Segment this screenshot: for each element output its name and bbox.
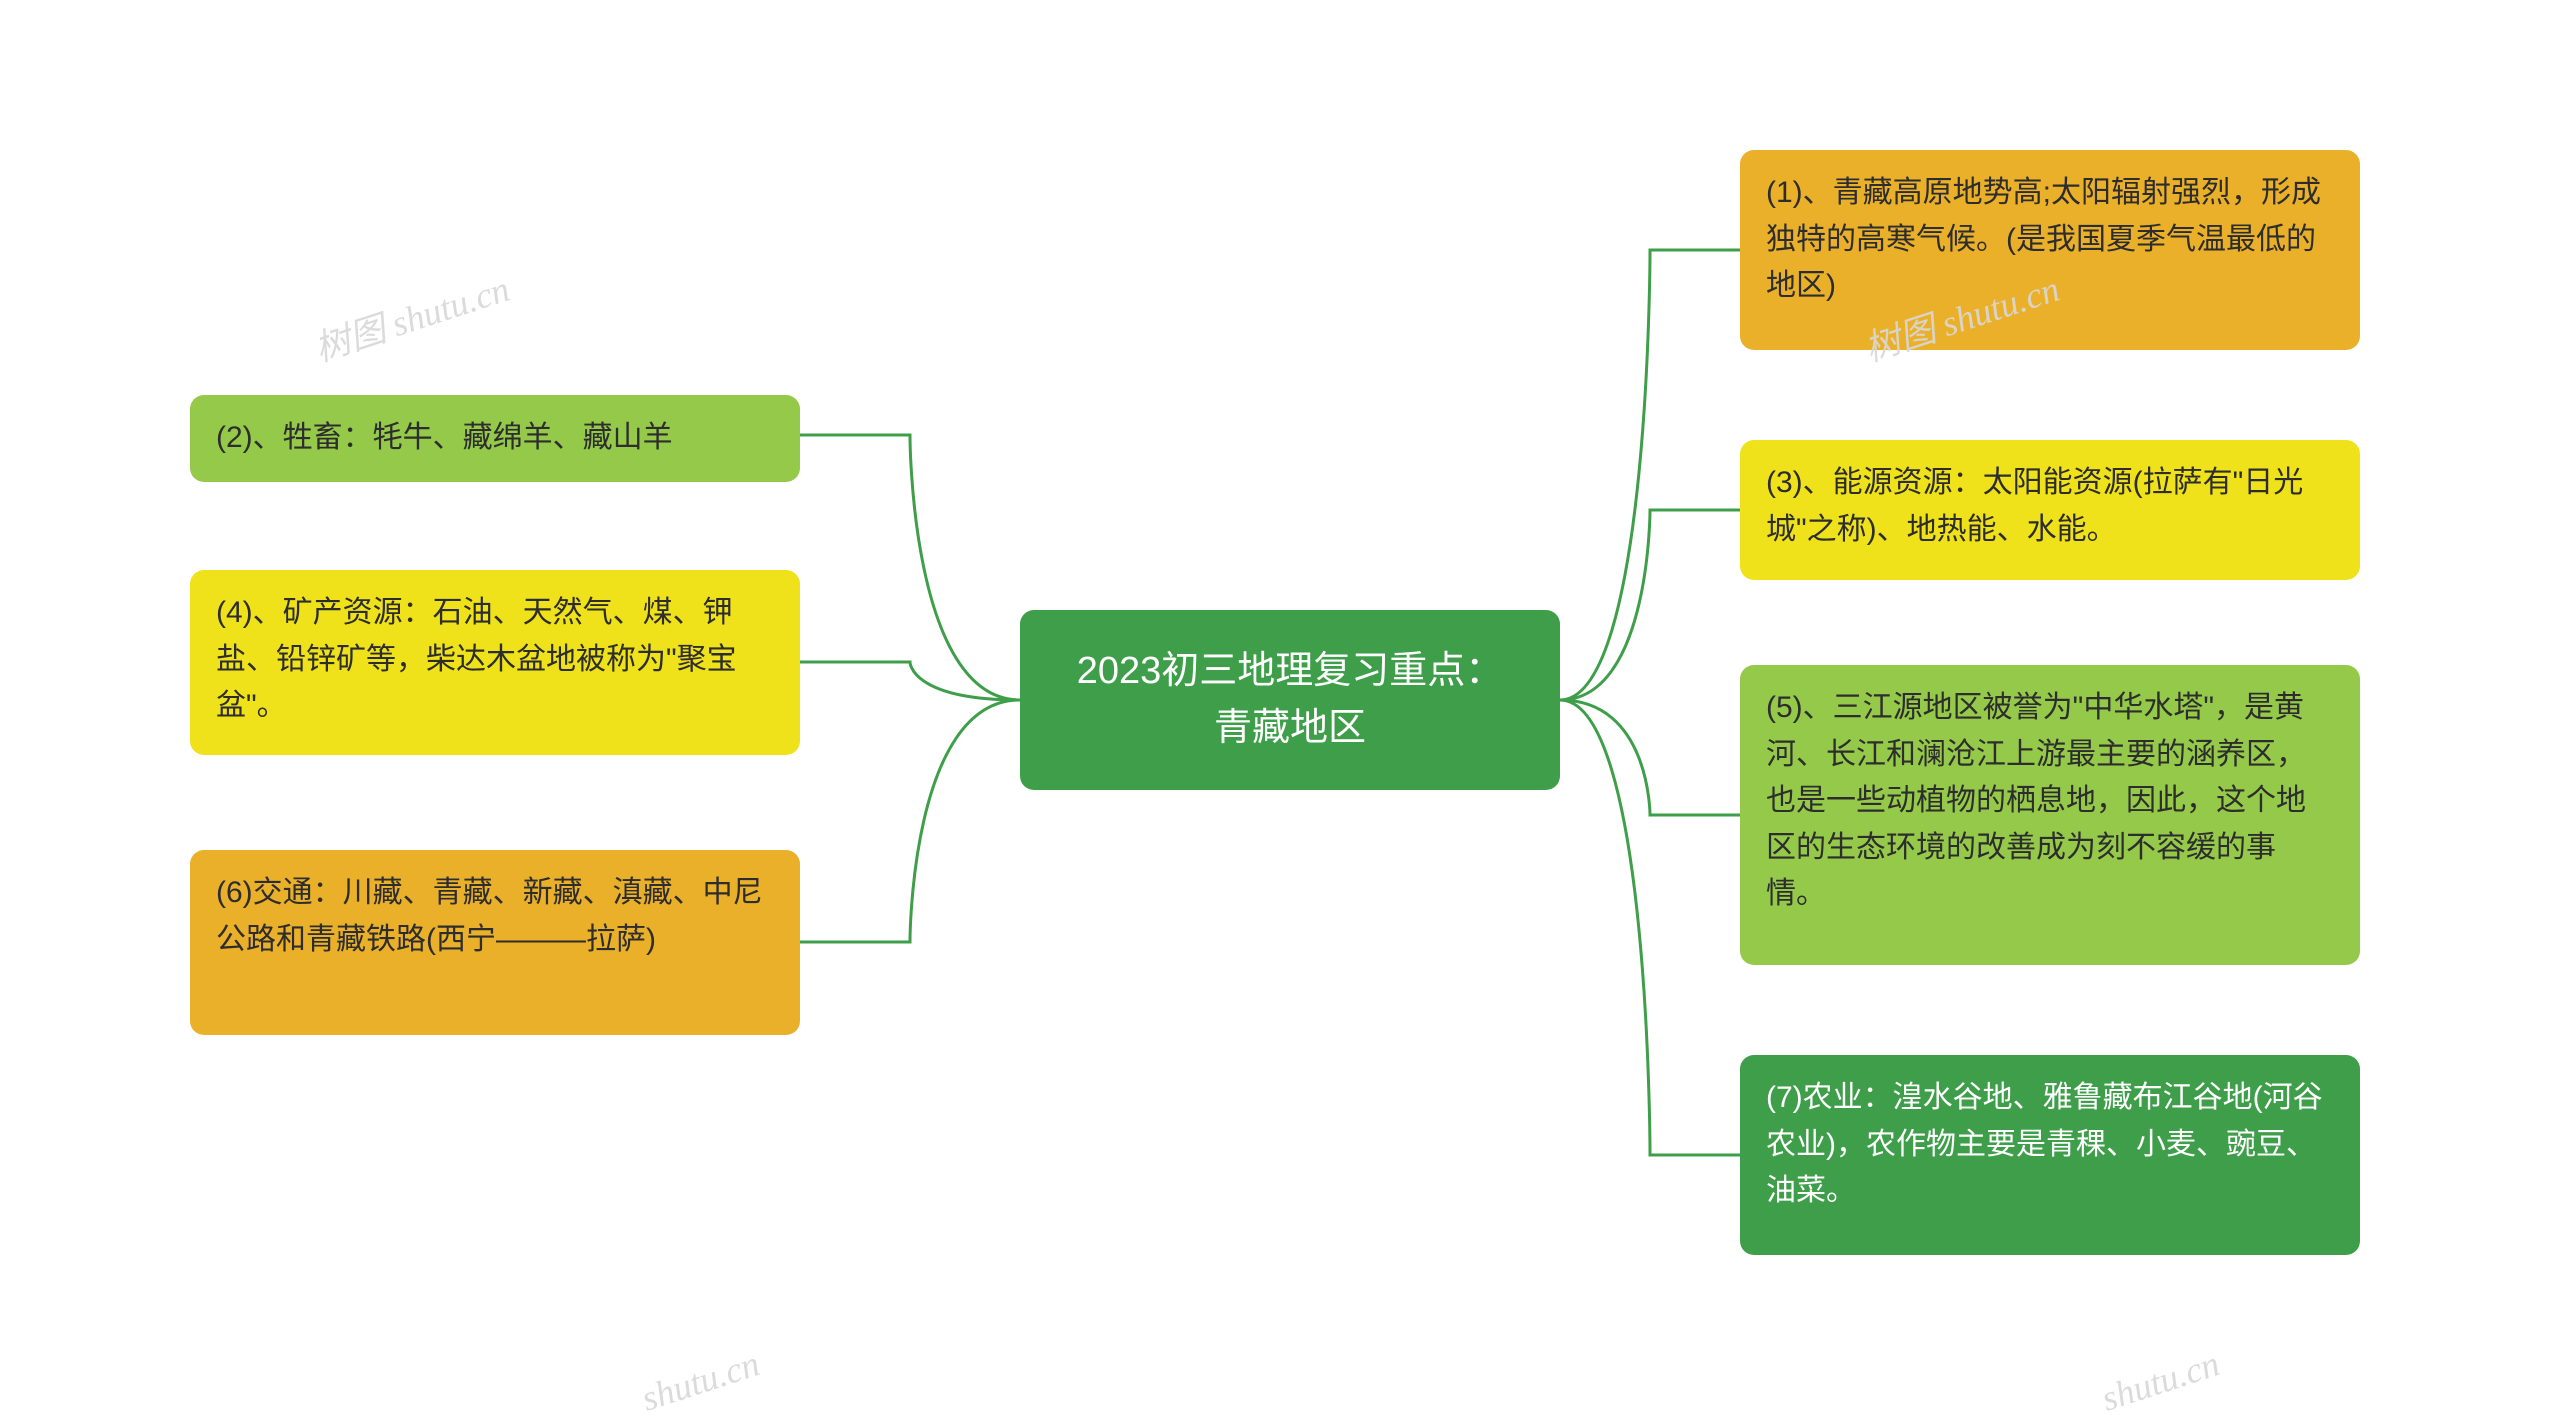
node-2-livestock: (2)、牲畜：牦牛、藏绵羊、藏山羊 xyxy=(190,395,800,482)
node-1-climate: (1)、青藏高原地势高;太阳辐射强烈，形成独特的高寒气候。(是我国夏季气温最低的… xyxy=(1740,150,2360,350)
watermark: 树图 shutu.cn xyxy=(307,260,515,372)
node-6-transport: (6)交通：川藏、青藏、新藏、滇藏、中尼公路和青藏铁路(西宁———拉萨) xyxy=(190,850,800,1035)
node-4-minerals: (4)、矿产资源：石油、天然气、煤、钾盐、铅锌矿等，柴达木盆地被称为"聚宝盆"。 xyxy=(190,570,800,755)
mindmap-canvas: 2023初三地理复习重点：青藏地区 (2)、牲畜：牦牛、藏绵羊、藏山羊 (4)、… xyxy=(0,0,2560,1419)
node-5-sanjiangyuan: (5)、三江源地区被誉为"中华水塔"，是黄河、长江和澜沧江上游最主要的涵养区，也… xyxy=(1740,665,2360,965)
node-3-energy: (3)、能源资源：太阳能资源(拉萨有"日光城"之称)、地热能、水能。 xyxy=(1740,440,2360,580)
watermark: shutu.cn xyxy=(636,1342,764,1419)
center-node: 2023初三地理复习重点：青藏地区 xyxy=(1020,610,1560,790)
watermark: shutu.cn xyxy=(2096,1342,2224,1419)
node-7-agriculture: (7)农业：湟水谷地、雅鲁藏布江谷地(河谷农业)，农作物主要是青稞、小麦、豌豆、… xyxy=(1740,1055,2360,1255)
